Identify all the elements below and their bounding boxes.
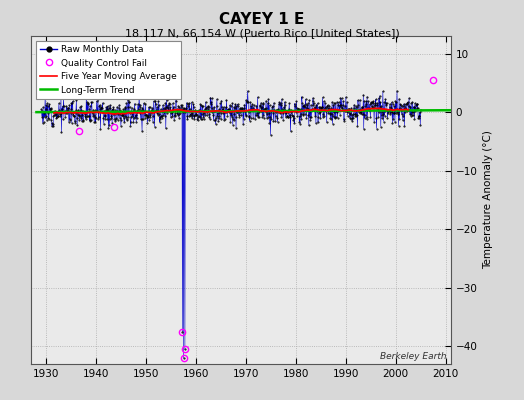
Text: 18.117 N, 66.154 W (Puerto Rico [United States]): 18.117 N, 66.154 W (Puerto Rico [United … (125, 28, 399, 38)
Text: CAYEY 1 E: CAYEY 1 E (220, 12, 304, 27)
Legend: Raw Monthly Data, Quality Control Fail, Five Year Moving Average, Long-Term Tren: Raw Monthly Data, Quality Control Fail, … (36, 40, 181, 99)
Y-axis label: Temperature Anomaly (°C): Temperature Anomaly (°C) (483, 130, 493, 270)
Text: Berkeley Earth: Berkeley Earth (380, 352, 446, 361)
